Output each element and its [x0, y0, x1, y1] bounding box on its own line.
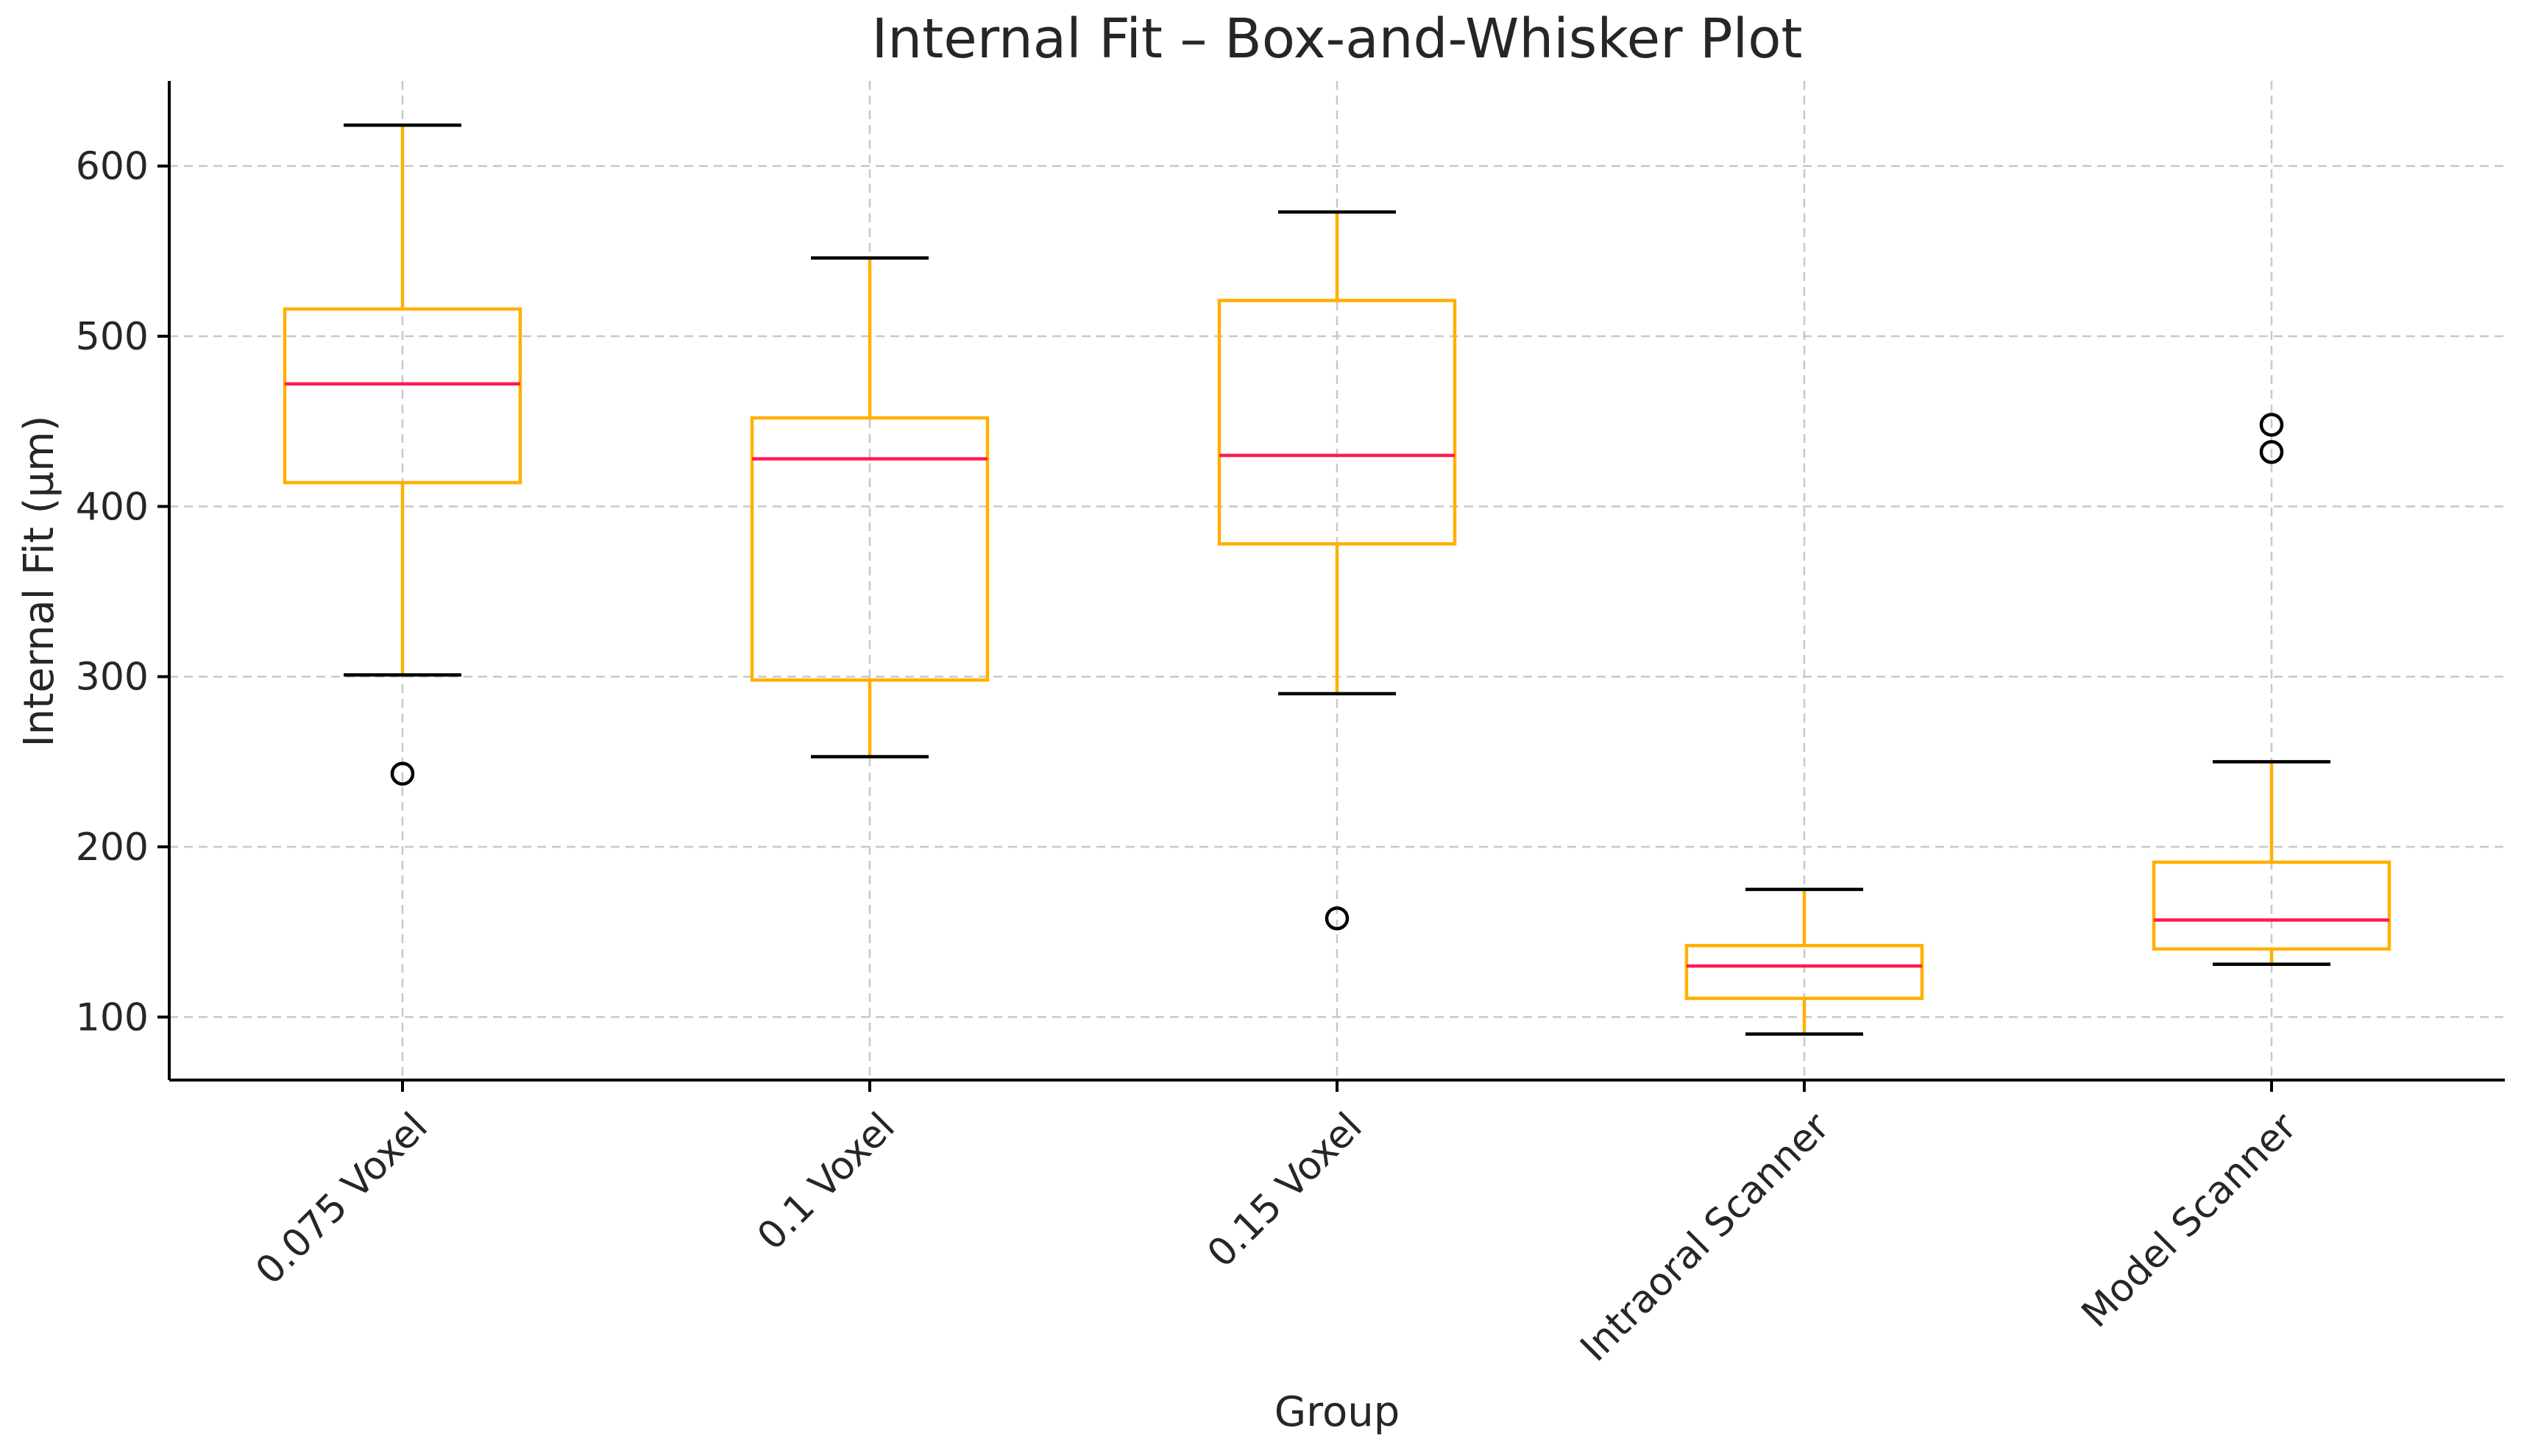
y-tick-label: 600: [76, 145, 149, 189]
y-tick-label: 200: [76, 825, 149, 870]
box-1: [283, 123, 522, 786]
box-2: [750, 256, 990, 759]
iqr-box: [2152, 860, 2391, 951]
outlier-point: [1325, 906, 1350, 931]
iqr-box: [1684, 943, 1924, 1001]
box-5: [2152, 413, 2391, 966]
y-axis-label: Internal Fit (µm): [15, 416, 63, 747]
outlier-point: [2259, 413, 2284, 437]
iqr-box: [283, 307, 522, 485]
box-4: [1684, 887, 1924, 1036]
outlier-point: [390, 761, 415, 786]
x-axis-label: Group: [1274, 1388, 1400, 1436]
iqr-box: [750, 416, 990, 682]
box-3: [1217, 210, 1457, 931]
y-tick-label: 400: [76, 485, 149, 529]
outlier-point: [2259, 440, 2284, 464]
iqr-box: [1217, 299, 1457, 546]
y-tick-label: 500: [76, 315, 149, 359]
chart-title: Internal Fit – Box-and-Whisker Plot: [871, 7, 1802, 71]
y-tick-label: 100: [76, 995, 149, 1040]
y-tick-label: 300: [76, 656, 149, 700]
boxes: [283, 123, 2391, 1036]
